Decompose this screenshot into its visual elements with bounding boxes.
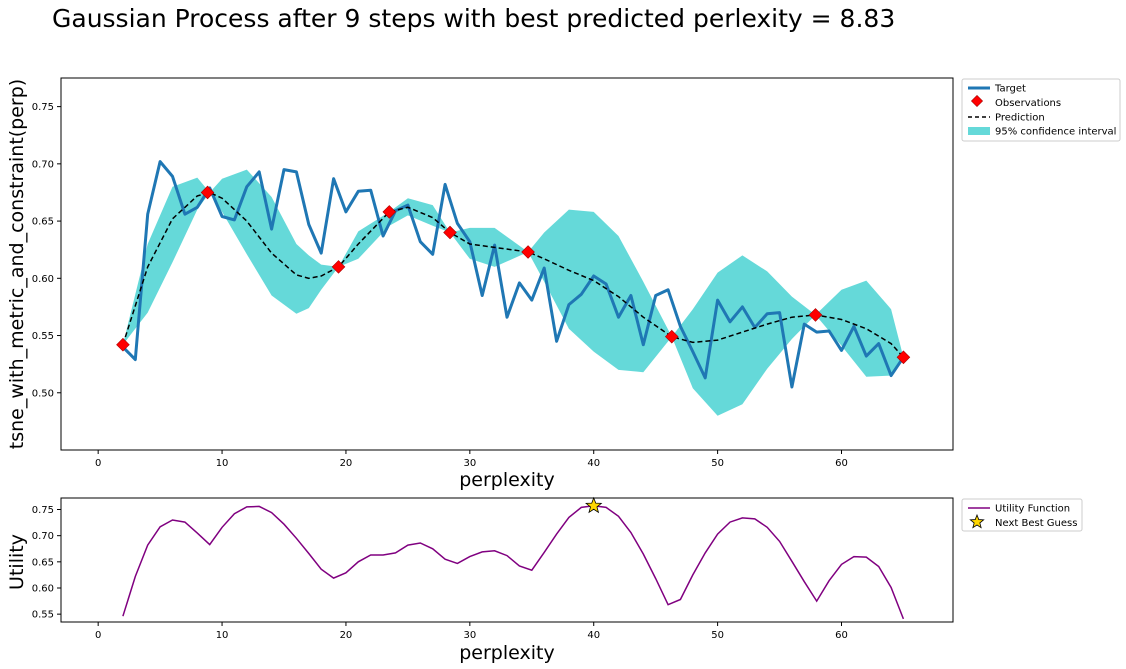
- gp-x-label: perplexity: [459, 469, 554, 491]
- next-best-guess-marker: [585, 496, 603, 514]
- observation-point: [521, 245, 535, 259]
- figure-title: Gaussian Process after 9 steps with best…: [52, 4, 895, 33]
- legend-label-target: Target: [994, 84, 1026, 95]
- utility-xtick-label: 20: [340, 630, 353, 641]
- gp-prediction-line: [122, 191, 904, 358]
- gp-ytick-label: 0.65: [32, 217, 54, 228]
- prediction-series-line: [122, 191, 904, 358]
- legend-label-prediction: Prediction: [995, 113, 1045, 124]
- legend-entry-prediction: Prediction: [968, 113, 1045, 124]
- observation-point: [808, 308, 823, 322]
- target-series-line: [121, 160, 905, 389]
- observation-point: [664, 329, 679, 344]
- legend-swatch-next-best-guess: [969, 513, 985, 529]
- gp-xtick-label: 60: [835, 458, 848, 469]
- legend-swatch-observations: [970, 94, 984, 108]
- gp-xtick-label: 20: [340, 458, 353, 469]
- observation-point: [331, 260, 346, 274]
- gp-plot-frame: [60, 77, 954, 451]
- gp-xtick-label: 0: [95, 458, 101, 469]
- utility-xtick-label: 60: [835, 630, 848, 641]
- gp-observations: [116, 185, 911, 365]
- utility-function-line: [122, 505, 905, 620]
- utility-xtick-label: 40: [587, 630, 600, 641]
- legend-entry-target: Target: [968, 84, 1026, 95]
- utility-ytick-label: 0.60: [32, 583, 54, 594]
- gp-xtick-label: 10: [216, 458, 229, 469]
- gp-y-label: tsne_with_metric_and_constraint(perp): [6, 79, 28, 449]
- utility-x-ticks: 0 10 20 30 40 50 60: [95, 622, 848, 641]
- legend-entry-utility-function: Utility Function: [968, 504, 1070, 515]
- utility-xtick-label: 10: [216, 630, 229, 641]
- utility-y-ticks: 0.55 0.60 0.65 0.70 0.75: [32, 505, 61, 621]
- observation-point: [200, 185, 215, 200]
- utility-plot: 0 10 20 30 40 50 60 0.55 0.60 0.65 0.70 0.75 perpl…: [6, 496, 954, 664]
- utility-xtick-label: 0: [95, 630, 101, 641]
- legend-entry-observations: Observations: [970, 94, 1061, 109]
- observation-point: [382, 205, 397, 219]
- gp-xtick-label: 40: [587, 458, 600, 469]
- utility-x-label: perplexity: [459, 642, 554, 664]
- utility-ytick-label: 0.65: [32, 557, 54, 568]
- legend-swatch-confidence: [968, 127, 990, 135]
- gp-ytick-label: 0.70: [32, 159, 54, 170]
- utility-xtick-label: 30: [463, 630, 476, 641]
- legend-entry-confidence: 95% confidence interval: [968, 127, 1116, 138]
- utility-legend-frame: [961, 498, 1083, 532]
- gp-xtick-label: 50: [711, 458, 724, 469]
- legend-label-next-best-guess: Next Best Guess: [995, 518, 1077, 529]
- utility-ytick-label: 0.55: [32, 610, 54, 621]
- utility-plot-frame: [60, 497, 954, 623]
- gp-ytick-label: 0.60: [32, 274, 54, 285]
- observation-point: [896, 350, 911, 365]
- utility-xtick-label: 50: [711, 630, 724, 641]
- gp-xtick-label: 30: [463, 458, 476, 469]
- gp-y-ticks: 0.50 0.55 0.60 0.65 0.70 0.75: [32, 102, 61, 399]
- utility-ytick-label: 0.75: [32, 505, 54, 516]
- legend-label-observations: Observations: [995, 98, 1061, 109]
- legend-entry-next-best-guess: Next Best Guess: [969, 513, 1077, 529]
- observation-point: [116, 337, 130, 352]
- gp-plot: 0 10 20 30 40 50 60 0.50 0.55 0.60 0.65 0.70 0.75 p…: [6, 77, 954, 491]
- observation-point: [443, 225, 457, 240]
- gp-legend: Target Observations Prediction 95% confi…: [961, 78, 1121, 142]
- gp-ytick-label: 0.75: [32, 102, 54, 113]
- utility-series-line: [122, 505, 905, 620]
- gp-ytick-label: 0.50: [32, 388, 54, 399]
- gp-ytick-label: 0.55: [32, 331, 54, 342]
- gp-target-line: [121, 160, 905, 389]
- gp-legend-frame: [961, 78, 1121, 142]
- gp-x-ticks: 0 10 20 30 40 50 60: [95, 450, 848, 469]
- legend-label-utility-function: Utility Function: [995, 504, 1070, 515]
- legend-label-confidence: 95% confidence interval: [995, 127, 1116, 138]
- utility-y-label: Utility: [6, 534, 28, 590]
- next-best-guess-star: [585, 496, 603, 514]
- utility-legend: Utility Function Next Best Guess: [961, 498, 1083, 532]
- utility-ytick-label: 0.70: [32, 531, 54, 542]
